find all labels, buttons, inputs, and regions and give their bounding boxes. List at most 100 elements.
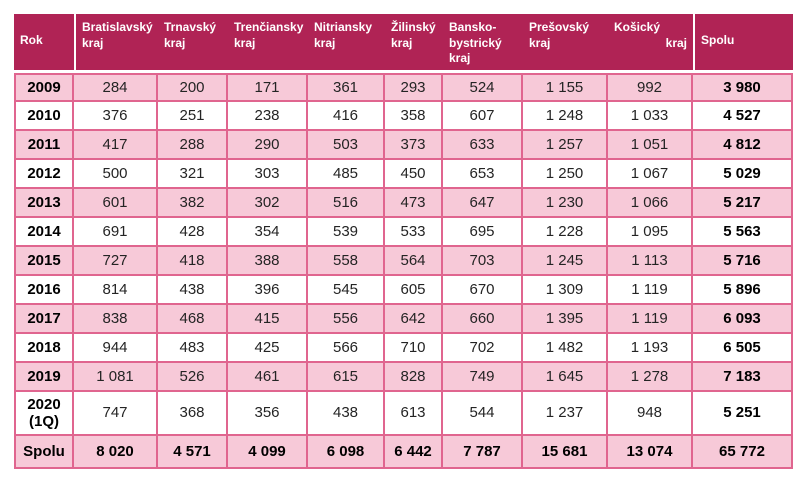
value-cell: 396 [228,275,308,305]
year-cell: 2014 [14,217,74,247]
value-cell: 516 [308,188,385,218]
value-cell: 368 [158,391,228,436]
value-cell: 1 067 [608,159,693,189]
value-cell: 566 [308,333,385,363]
row-total-cell: 5 217 [693,188,793,218]
header-cell: Žilinský kraj [385,14,443,73]
value-cell: 13 074 [608,435,693,469]
value-cell: 642 [385,304,443,334]
year-cell: 2017 [14,304,74,334]
header-label-line: Prešovský [529,20,590,34]
header-cell: Trenčiansky kraj [228,14,308,73]
row-total-cell: 5 251 [693,391,793,436]
table-row: 2017 838 468 415 556 642 660 1 395 1 119 6 093 [14,304,793,334]
row-total-cell: 6 505 [693,333,793,363]
value-cell: 524 [443,72,523,102]
row-total-cell: 5 896 [693,275,793,305]
value-cell: 503 [308,130,385,160]
value-cell: 288 [158,130,228,160]
year-cell: 2016 [14,275,74,305]
value-cell: 425 [228,333,308,363]
value-cell: 417 [74,130,158,160]
row-total-cell: 65 772 [693,435,793,469]
value-cell: 828 [385,362,443,392]
value-cell: 284 [74,72,158,102]
value-cell: 293 [385,72,443,102]
value-cell: 290 [228,130,308,160]
value-cell: 416 [308,101,385,131]
value-cell: 6 442 [385,435,443,469]
value-cell: 564 [385,246,443,276]
year-cell: 2010 [14,101,74,131]
value-cell: 1 113 [608,246,693,276]
row-total-cell: 5 716 [693,246,793,276]
header-label-line: kraj [234,35,256,50]
value-cell: 1 309 [523,275,608,305]
table-row: 2016 814 438 396 545 605 670 1 309 1 119 5 896 [14,275,793,305]
value-cell: 388 [228,246,308,276]
value-cell: 653 [443,159,523,189]
value-cell: 695 [443,217,523,247]
value-cell: 354 [228,217,308,247]
header-row: Rok Bratislavský kraj Trnavský kraj Trenčians… [14,14,793,73]
value-cell: 710 [385,333,443,363]
value-cell: 607 [443,101,523,131]
value-cell: 473 [385,188,443,218]
row-total-cell: 7 183 [693,362,793,392]
header-label-line: kraj [665,35,687,50]
year-cell: Spolu [14,435,74,469]
value-cell: 703 [443,246,523,276]
table-row: 2013 601 382 302 516 473 647 1 230 1 066 5 217 [14,188,793,218]
value-cell: 485 [308,159,385,189]
header-label-line: kraj [391,35,413,50]
value-cell: 8 020 [74,435,158,469]
value-cell: 1 395 [523,304,608,334]
value-cell: 1 257 [523,130,608,160]
total-row: Spolu 8 020 4 571 4 099 6 098 6 442 7 787 15 68… [14,435,793,469]
table-row: 2011 417 288 290 503 373 633 1 257 1 051 4 812 [14,130,793,160]
table-row: 2018 944 483 425 566 710 702 1 482 1 193 6 505 [14,333,793,363]
value-cell: 556 [308,304,385,334]
value-cell: 558 [308,246,385,276]
header-label-line: kraj [529,35,551,50]
header-label-line: Nitriansky [314,20,373,34]
value-cell: 539 [308,217,385,247]
header-cell: Košický kraj [608,14,693,73]
value-cell: 601 [74,188,158,218]
year-cell: 2019 [14,362,74,392]
year-cell: 2020 (1Q) [14,391,74,436]
value-cell: 647 [443,188,523,218]
header-cell: Bansko-bystrický kraj [443,14,523,73]
value-cell: 749 [443,362,523,392]
row-total-cell: 5 029 [693,159,793,189]
row-total-cell: 4 812 [693,130,793,160]
table-row: 2010 376 251 238 416 358 607 1 248 1 033 4 527 [14,101,793,131]
value-cell: 468 [158,304,228,334]
header-label-line: bystrický [449,35,502,50]
header-label-line: Trnavský [164,20,217,34]
table-body: 2009 284 200 171 361 293 524 1 155 992 3 980 2010 3… [14,72,793,469]
header-label-line: kraj [82,35,104,50]
value-cell: 461 [228,362,308,392]
header-label-line: Bansko- [449,20,497,34]
header-label-line: Rok [20,32,43,47]
value-cell: 1 095 [608,217,693,247]
value-cell: 1 237 [523,391,608,436]
value-cell: 533 [385,217,443,247]
value-cell: 1 645 [523,362,608,392]
year-cell: 2009 [14,72,74,102]
value-cell: 303 [228,159,308,189]
value-cell: 992 [608,72,693,102]
value-cell: 605 [385,275,443,305]
value-cell: 526 [158,362,228,392]
value-cell: 361 [308,72,385,102]
row-total-cell: 3 980 [693,72,793,102]
value-cell: 428 [158,217,228,247]
value-cell: 415 [228,304,308,334]
header-label-line: kraj [164,35,186,50]
value-cell: 238 [228,101,308,131]
value-cell: 450 [385,159,443,189]
value-cell: 838 [74,304,158,334]
value-cell: 948 [608,391,693,436]
row-total-cell: 5 563 [693,217,793,247]
